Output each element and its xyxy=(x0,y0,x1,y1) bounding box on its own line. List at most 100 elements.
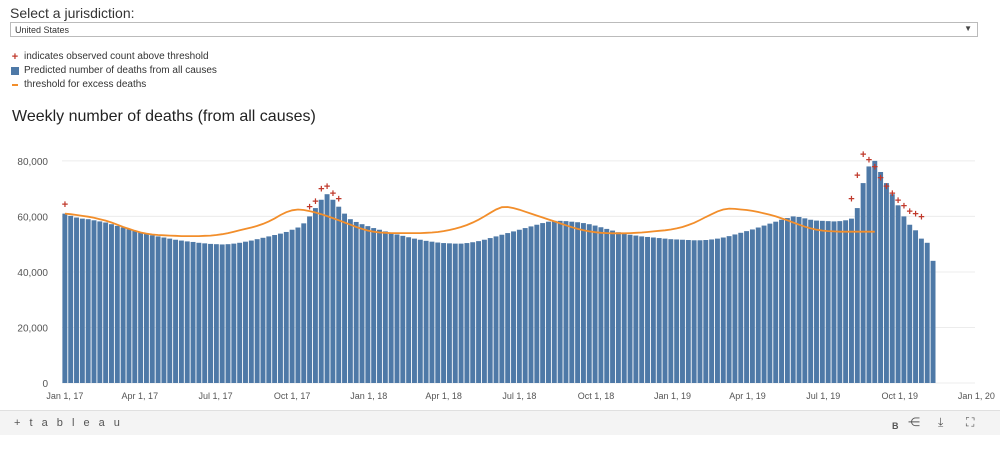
bar xyxy=(68,215,74,383)
bar xyxy=(330,199,336,383)
bar xyxy=(260,237,266,383)
bar xyxy=(819,220,825,383)
bar xyxy=(546,221,551,383)
bar xyxy=(837,221,843,383)
bar xyxy=(487,238,493,383)
bar xyxy=(685,240,691,383)
tableau-logo[interactable]: + t a b l e a u xyxy=(14,417,123,429)
bar xyxy=(662,238,668,383)
legend-item-threshold: threshold for excess deaths xyxy=(10,78,217,92)
bar xyxy=(901,216,907,383)
above-threshold-marker: + xyxy=(877,173,883,185)
bar xyxy=(540,223,546,383)
y-tick-label: 20,000 xyxy=(17,323,48,334)
bar xyxy=(866,166,872,383)
bar xyxy=(551,220,557,383)
x-tick-label: Jul 1, 19 xyxy=(806,391,840,401)
plus-icon: + xyxy=(11,51,19,63)
bar xyxy=(621,233,627,383)
bar xyxy=(452,243,458,383)
bar xyxy=(114,225,120,383)
bar xyxy=(254,239,260,383)
bar xyxy=(400,235,406,383)
bar xyxy=(470,242,476,383)
bar xyxy=(318,199,324,383)
bar xyxy=(615,232,621,383)
bar xyxy=(458,243,464,383)
bar xyxy=(248,240,254,383)
bar xyxy=(918,238,924,383)
above-threshold-marker: + xyxy=(324,181,330,193)
jurisdiction-value: United States xyxy=(15,25,70,35)
fullscreen-icon[interactable]: ⛶ xyxy=(966,415,975,429)
bar xyxy=(784,218,790,383)
jurisdiction-select[interactable]: United States ▼ xyxy=(10,22,978,37)
bar xyxy=(680,239,685,383)
bar xyxy=(913,230,919,383)
bar xyxy=(103,222,109,383)
bar xyxy=(645,236,650,383)
x-tick-label: Jul 1, 18 xyxy=(502,391,536,401)
legend: + indicates observed count above threshol… xyxy=(10,50,217,92)
bar xyxy=(691,240,697,383)
x-tick-label: Apr 1, 17 xyxy=(122,391,159,401)
bar xyxy=(312,208,318,383)
bar xyxy=(755,227,761,383)
above-threshold-marker: + xyxy=(912,209,918,221)
bar xyxy=(767,223,773,383)
bar xyxy=(359,224,365,383)
bar xyxy=(831,221,837,383)
bar xyxy=(371,228,377,383)
bar xyxy=(749,229,755,383)
share-icon[interactable]: ⋲ xyxy=(908,415,920,429)
bar xyxy=(476,241,482,383)
jurisdiction-label: Select a jurisdiction: xyxy=(10,5,135,21)
bar xyxy=(243,241,248,383)
bar xyxy=(930,260,936,383)
bar xyxy=(353,221,359,383)
legend-label-observed: indicates observed count above threshold xyxy=(24,51,209,62)
download-icon[interactable]: ⤓ xyxy=(938,415,944,429)
bar xyxy=(149,235,155,383)
bar xyxy=(295,227,301,383)
bar xyxy=(132,230,138,383)
bar xyxy=(324,194,330,383)
bar xyxy=(178,240,184,383)
bar xyxy=(196,242,202,383)
bar xyxy=(732,234,738,383)
b-label: B xyxy=(892,421,899,431)
bar xyxy=(138,232,144,383)
chevron-down-icon: ▼ xyxy=(964,24,972,33)
bar xyxy=(394,234,400,383)
bar xyxy=(714,238,720,383)
bar xyxy=(650,237,656,383)
bar xyxy=(569,221,575,383)
bar xyxy=(388,233,394,383)
above-threshold-marker: + xyxy=(330,188,336,200)
bar xyxy=(633,235,639,383)
bar xyxy=(575,222,581,383)
above-threshold-marker: + xyxy=(312,196,318,208)
bar xyxy=(674,239,680,383)
bar xyxy=(720,237,726,383)
above-threshold-marker: + xyxy=(895,195,901,207)
bar xyxy=(773,221,779,383)
above-threshold-marker: + xyxy=(854,170,860,182)
y-tick-label: 0 xyxy=(42,379,48,390)
bar xyxy=(907,224,913,383)
above-threshold-marker: + xyxy=(62,199,68,211)
bar xyxy=(849,218,854,383)
bar xyxy=(126,229,132,383)
bar xyxy=(604,228,610,383)
bar xyxy=(889,194,895,383)
y-tick-label: 40,000 xyxy=(17,268,48,279)
bar xyxy=(382,231,388,383)
bar xyxy=(639,236,645,383)
line-swatch-icon xyxy=(12,84,18,86)
y-tick-label: 80,000 xyxy=(17,157,48,168)
above-threshold-marker: + xyxy=(318,184,324,196)
bar xyxy=(336,206,342,383)
above-threshold-marker: + xyxy=(860,149,866,161)
x-tick-label: Jul 1, 17 xyxy=(199,391,233,401)
